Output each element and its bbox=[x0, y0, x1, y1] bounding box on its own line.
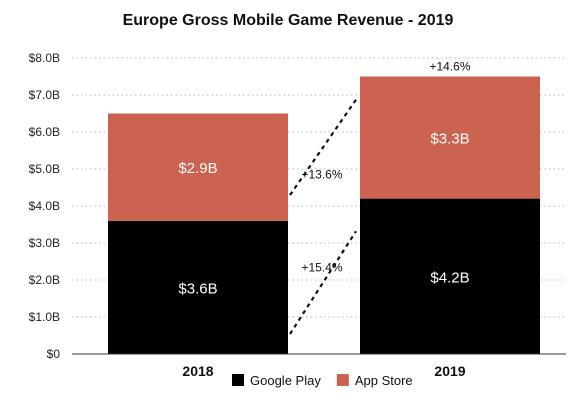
bar-segment bbox=[360, 198, 540, 354]
y-tick-label: $5.0B bbox=[29, 162, 60, 176]
growth-label: +13.6% bbox=[301, 168, 342, 182]
y-tick-label: $2.0B bbox=[29, 273, 60, 287]
legend-label: Google Play bbox=[250, 373, 321, 388]
y-tick-label: $3.0B bbox=[29, 236, 60, 250]
y-tick-label: $8.0B bbox=[29, 51, 60, 65]
y-tick-label: $0 bbox=[47, 347, 61, 361]
bar-segment bbox=[108, 113, 288, 221]
y-tick-label: $7.0B bbox=[29, 88, 60, 102]
bar-value-label: $2.9B bbox=[178, 160, 217, 177]
growth-connector bbox=[289, 230, 357, 335]
bar-value-label: $4.2B bbox=[430, 269, 469, 286]
bar-value-label: $3.3B bbox=[430, 131, 469, 148]
growth-connector bbox=[289, 99, 357, 196]
legend-label: App Store bbox=[355, 373, 413, 388]
legend-swatch bbox=[232, 374, 244, 386]
growth-label: +15.4% bbox=[301, 261, 342, 275]
x-tick-label: 2018 bbox=[182, 363, 213, 379]
y-tick-label: $1.0B bbox=[29, 310, 60, 324]
bar-segment bbox=[360, 76, 540, 199]
growth-label: +14.6% bbox=[429, 60, 470, 74]
chart-title: Europe Gross Mobile Game Revenue - 2019 bbox=[122, 12, 454, 29]
y-tick-label: $6.0B bbox=[29, 125, 60, 139]
x-tick-label: 2019 bbox=[434, 363, 465, 379]
bar-segment bbox=[108, 220, 288, 354]
y-tick-label: $4.0B bbox=[29, 199, 60, 213]
legend-swatch bbox=[336, 374, 349, 386]
bar-value-label: $3.6B bbox=[178, 280, 217, 297]
